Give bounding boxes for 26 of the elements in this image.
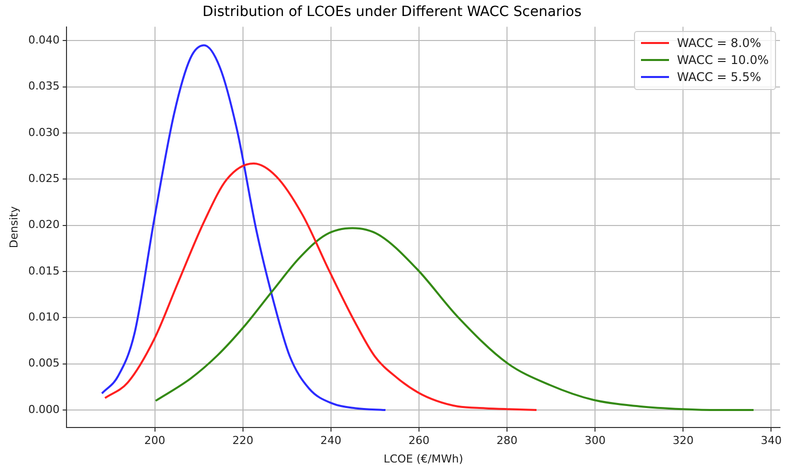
line-series: [104, 162, 538, 412]
y-tick-label: 0.025: [28, 172, 60, 186]
x-axis-title: LCOE (€/MWh): [384, 452, 464, 466]
line-series: [154, 227, 755, 412]
chart-title: Distribution of LCOEs under Different WACC Scenarios: [202, 4, 582, 20]
line-series: [100, 44, 386, 412]
y-tick-label: 0.010: [28, 310, 60, 324]
y-tick-label: 0.005: [28, 356, 60, 370]
y-axis-title: Density: [7, 206, 20, 248]
legend-label: WACC = 10.0%: [676, 52, 769, 69]
legend-label: WACC = 5.5%: [676, 69, 762, 86]
x-tick-label: 340: [760, 434, 782, 448]
x-tick-label: 320: [672, 434, 694, 448]
y-tick-label: 0.015: [28, 264, 60, 278]
y-tick-label: 0.040: [28, 34, 60, 47]
x-tick-label: 280: [496, 434, 518, 448]
x-tick-label: 260: [408, 434, 430, 448]
x-tick-label: 300: [584, 434, 606, 448]
y-tick-label: 0.000: [28, 402, 60, 416]
legend-label: WACC = 8.0%: [676, 35, 762, 52]
y-tick-label: 0.020: [28, 218, 60, 232]
x-tick-label: 200: [144, 434, 166, 448]
y-tick-label: 0.030: [28, 126, 60, 139]
x-tick-label: 240: [320, 434, 342, 448]
x-tick-label: 220: [232, 434, 254, 448]
y-tick-label: 0.035: [28, 80, 60, 93]
